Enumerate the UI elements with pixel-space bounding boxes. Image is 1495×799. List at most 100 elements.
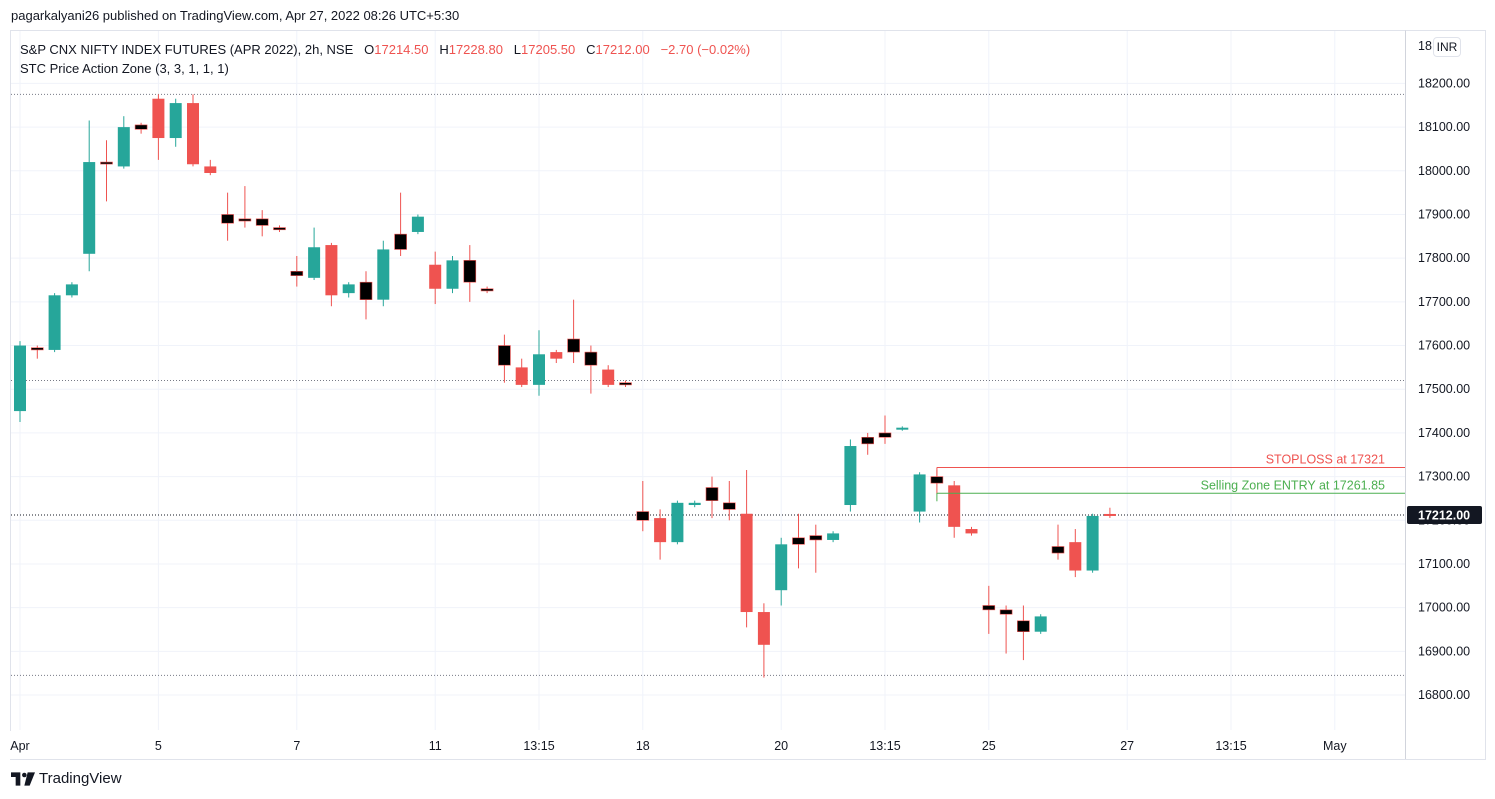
grid-lines: [11, 31, 1405, 730]
candle-body: [204, 166, 217, 173]
y-tick-label: 18000.00: [1418, 164, 1470, 178]
candle: [688, 500, 701, 508]
price-axis[interactable]: [1405, 30, 1486, 760]
y-tick-label: 17300.00: [1418, 470, 1470, 484]
candle-body: [498, 345, 511, 366]
candle: [498, 334, 511, 383]
candle-body: [550, 352, 563, 359]
candle-body: [567, 338, 580, 353]
candle: [584, 345, 598, 394]
candle-body: [619, 382, 632, 386]
y-tick-label-partial: 18: [1418, 39, 1432, 53]
candle: [238, 186, 252, 228]
candle-body: [411, 216, 424, 232]
candle-body: [48, 295, 61, 350]
candle: [204, 159, 217, 176]
x-tick-label: Apr: [10, 739, 29, 753]
candles: [14, 94, 1116, 678]
candle-body: [221, 214, 234, 224]
symbol-row: S&P CNX NIFTY INDEX FUTURES (APR 2022), …: [20, 40, 750, 59]
candle: [982, 585, 996, 634]
x-tick-label: 27: [1120, 739, 1134, 753]
candle: [1086, 513, 1099, 573]
candle: [30, 345, 44, 359]
candle-body: [688, 502, 701, 506]
x-tick-label: 7: [293, 739, 300, 753]
x-tick-label: 11: [429, 739, 442, 753]
candle: [896, 426, 909, 431]
candle-body: [654, 518, 667, 543]
chart-pane[interactable]: [10, 30, 1406, 731]
indicator-row[interactable]: STC Price Action Zone (3, 3, 1, 1, 1): [20, 61, 229, 76]
candle-body: [948, 485, 961, 527]
candle: [619, 380, 632, 388]
x-axis-ticks: Apr 5 7 11 13:15 18 20 13:15 25 27 13:15 May: [10, 739, 1347, 753]
candle: [757, 603, 770, 678]
candle: [636, 480, 650, 532]
x-tick-label: 5: [155, 739, 162, 753]
candle: [1069, 529, 1082, 578]
candle-body: [446, 260, 459, 289]
candle-body: [740, 513, 753, 613]
candle: [671, 500, 684, 545]
candle-body: [999, 609, 1013, 615]
candle: [83, 120, 96, 272]
high-value: 17228.80: [448, 42, 503, 57]
candle-body: [394, 233, 407, 250]
candle-body: [827, 533, 840, 540]
x-tick-label: 13:15: [523, 739, 554, 753]
tradingview-footer[interactable]: TradingView: [11, 770, 122, 787]
candle-body: [1086, 515, 1099, 571]
tradingview-brand: TradingView: [39, 770, 122, 787]
candle-body: [671, 502, 684, 543]
candle-body: [602, 369, 615, 385]
candle: [377, 240, 390, 307]
candle-body: [273, 227, 286, 231]
symbol-title: S&P CNX NIFTY INDEX FUTURES (APR 2022), …: [20, 42, 354, 57]
candle-body: [1017, 620, 1030, 633]
candle: [722, 480, 736, 521]
candle-body: [14, 345, 26, 412]
candle-body: [342, 284, 355, 294]
candle: [187, 94, 199, 167]
candle-body: [878, 432, 892, 438]
candle: [152, 94, 165, 160]
low-label: L: [513, 42, 522, 57]
candle-body: [775, 544, 788, 591]
annotation-label: STOPLOSS at 17321: [1266, 452, 1385, 466]
x-tick-label: 13:15: [869, 739, 900, 753]
y-tick-label: 17700.00: [1418, 295, 1470, 309]
candle-body: [965, 529, 978, 534]
y-axis-ticks: 18200.00 18100.00 18000.00 17900.00 17800.00…: [1407, 39, 1482, 702]
candle: [14, 341, 26, 423]
candle: [169, 98, 182, 147]
candle: [290, 255, 304, 287]
x-tick-label: 13:15: [1215, 739, 1246, 753]
candle: [48, 293, 61, 353]
publisher-line: pagarkalyani26 published on TradingView.…: [11, 8, 460, 23]
y-tick-label: 17400.00: [1418, 426, 1470, 440]
candle: [429, 251, 442, 305]
currency-button[interactable]: INR: [1433, 37, 1461, 57]
candle: [1034, 614, 1047, 634]
candle: [705, 476, 719, 519]
candle-body: [844, 446, 857, 506]
candle-body: [861, 436, 875, 445]
candle: [913, 472, 926, 523]
y-tick-label: 16800.00: [1418, 688, 1470, 702]
candle-body: [83, 162, 96, 254]
candle-body: [152, 98, 165, 139]
candle-body: [896, 427, 909, 430]
candle-body: [1103, 513, 1116, 516]
last-price-label: 17212.00: [1418, 509, 1470, 523]
change-value: −2.70 (−0.02%): [660, 42, 751, 57]
candle: [861, 432, 875, 455]
candle: [100, 140, 113, 202]
candle-body: [100, 161, 113, 165]
candle: [273, 225, 286, 232]
candle: [550, 349, 563, 364]
y-tick-label: 16900.00: [1418, 644, 1470, 658]
candle-body: [325, 245, 338, 296]
candle-body: [359, 281, 373, 300]
